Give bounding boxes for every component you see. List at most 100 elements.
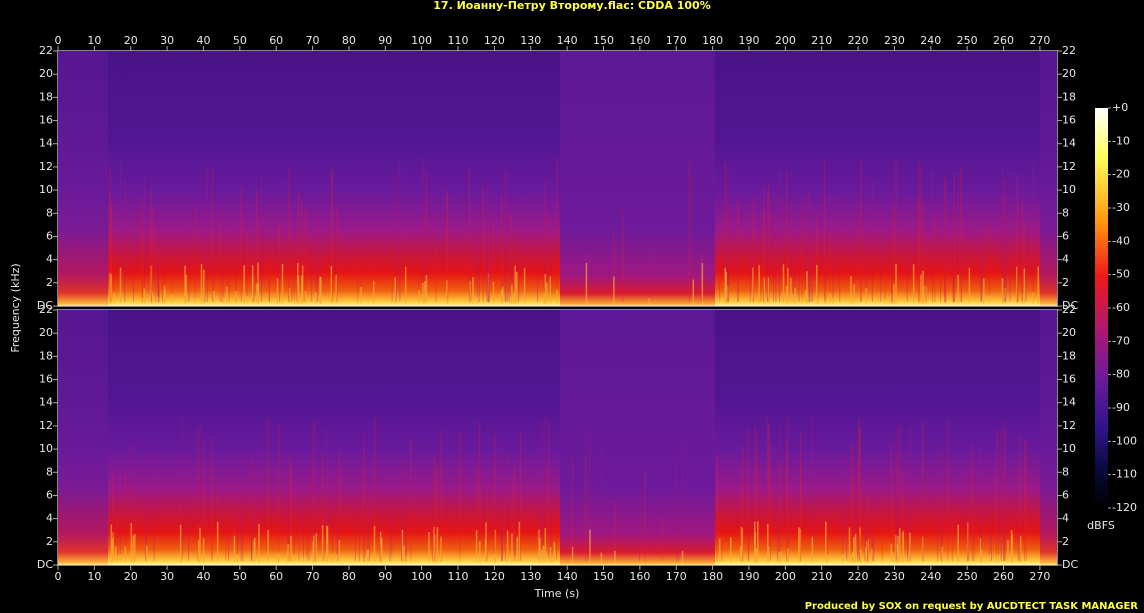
spectrogram-channel [58,51,1057,306]
x-tick-label: 20 [124,34,138,47]
y-tick-label: 20 [39,326,53,339]
spectrogram-quiet-section [58,51,108,306]
x-axis-label: Time (s) [534,587,580,600]
spectrogram-quiet-section [560,51,715,306]
footer: Produced by SOX on request by AUCDTECT T… [805,601,1139,612]
y-tick-label: 16 [1062,373,1076,386]
x-tick-label: 50 [233,570,247,583]
spectrogram-quiet-section [560,310,715,565]
y-tick-label: 2 [46,535,53,548]
y-tick-label: 16 [1062,114,1076,127]
y-tick-label: 2 [46,276,53,289]
y-tick-label: 16 [39,114,53,127]
y-tick-label: 22 [39,44,53,57]
x-tick-label: 140 [557,34,578,47]
spectrogram-texture [109,156,1040,563]
x-tick-label: 200 [775,570,796,583]
spectrogram-quiet-section [1040,310,1057,565]
chart-title: 17. Иоанну-Петру Второму.flac: CDDA 100% [433,0,710,12]
x-tick-label: 70 [306,570,320,583]
x-tick-label: 130 [520,570,541,583]
x-tick-label: 230 [884,570,905,583]
colorbar [1095,108,1108,508]
x-tick-label: 100 [411,34,432,47]
x-tick-label: 70 [306,34,320,47]
x-tick-label: 10 [87,34,101,47]
spectrogram-channel [58,310,1057,565]
y-tick-label: 12 [1062,419,1076,432]
y-tick-label: 6 [1062,488,1069,501]
x-tick-label: 270 [1029,34,1050,47]
colorbar-tick-label: -100 [1112,434,1137,447]
x-tick-label: 120 [484,570,505,583]
x-tick-label: 20 [124,570,138,583]
y-tick-label: 20 [1062,67,1076,80]
y-tick-label: 4 [46,253,53,266]
y-tick-label: 8 [1062,465,1069,478]
x-tick-label: 110 [448,570,469,583]
y-tick-label: 10 [1062,442,1076,455]
y-tick-label: 14 [39,137,53,150]
frame [57,50,1058,307]
frame [57,309,1058,566]
x-tick-label: 120 [484,34,505,47]
x-tick-label: 90 [378,34,392,47]
y-tick-label: 14 [39,396,53,409]
y-tick-label: 14 [1062,137,1076,150]
colorbar-tick-label: -70 [1112,334,1130,347]
y-tick-label: 8 [1062,206,1069,219]
x-tick-label: 180 [702,570,723,583]
x-tick-label: 150 [593,34,614,47]
x-tick-label: 40 [196,570,210,583]
x-tick-label: 200 [775,34,796,47]
x-tick-label: 160 [629,570,650,583]
colorbar-tick-label: -40 [1112,234,1130,247]
y-tick-label: 22 [1062,303,1076,316]
colorbar-label: dBFS [1087,519,1115,532]
x-tick-label: 230 [884,34,905,47]
x-tick-label: 60 [269,570,283,583]
x-tick-label: 210 [811,34,832,47]
x-tick-label: 190 [738,34,759,47]
y-tick-label: 14 [1062,396,1076,409]
x-tick-label: 0 [55,34,62,47]
x-tick-label: 190 [738,570,759,583]
y-tick-label: 10 [1062,183,1076,196]
x-tick-label: 170 [666,34,687,47]
spectrogram-quiet-section [1040,51,1057,306]
x-tick-label: 260 [993,34,1014,47]
y-tick-label: 4 [1062,253,1069,266]
y-tick-label: 2 [1062,535,1069,548]
y-tick-label: 4 [1062,512,1069,525]
x-tick-label: 220 [848,34,869,47]
colorbar-tick-label: -80 [1112,368,1130,381]
x-tick-label: 170 [666,570,687,583]
x-tick-label: 130 [520,34,541,47]
x-tick-label: 270 [1029,570,1050,583]
x-tick-label: 160 [629,34,650,47]
y-tick-label: DC [1062,299,1078,312]
colorbar-tick-label: -10 [1112,134,1130,147]
x-tick-label: 0 [55,570,62,583]
x-tick-label: 210 [811,570,832,583]
y-tick-label: 10 [39,442,53,455]
x-tick-label: 260 [993,570,1014,583]
y-tick-label: 12 [39,419,53,432]
x-tick-label: 220 [848,570,869,583]
x-tick-label: 30 [160,34,174,47]
y-tick-label: 6 [1062,229,1069,242]
y-tick-label: 18 [1062,349,1076,362]
y-tick-label: 20 [39,67,53,80]
y-tick-label: 6 [46,229,53,242]
y-tick-label: DC [37,299,53,312]
y-tick-label: 10 [39,183,53,196]
y-tick-label: 2 [1062,276,1069,289]
x-tick-label: 140 [557,570,578,583]
y-tick-label: 12 [1062,160,1076,173]
y-tick-label: 20 [1062,326,1076,339]
x-tick-label: 250 [957,570,978,583]
x-tick-label: 150 [593,570,614,583]
colorbar-tick-label: -50 [1112,268,1130,281]
x-tick-label: 60 [269,34,283,47]
